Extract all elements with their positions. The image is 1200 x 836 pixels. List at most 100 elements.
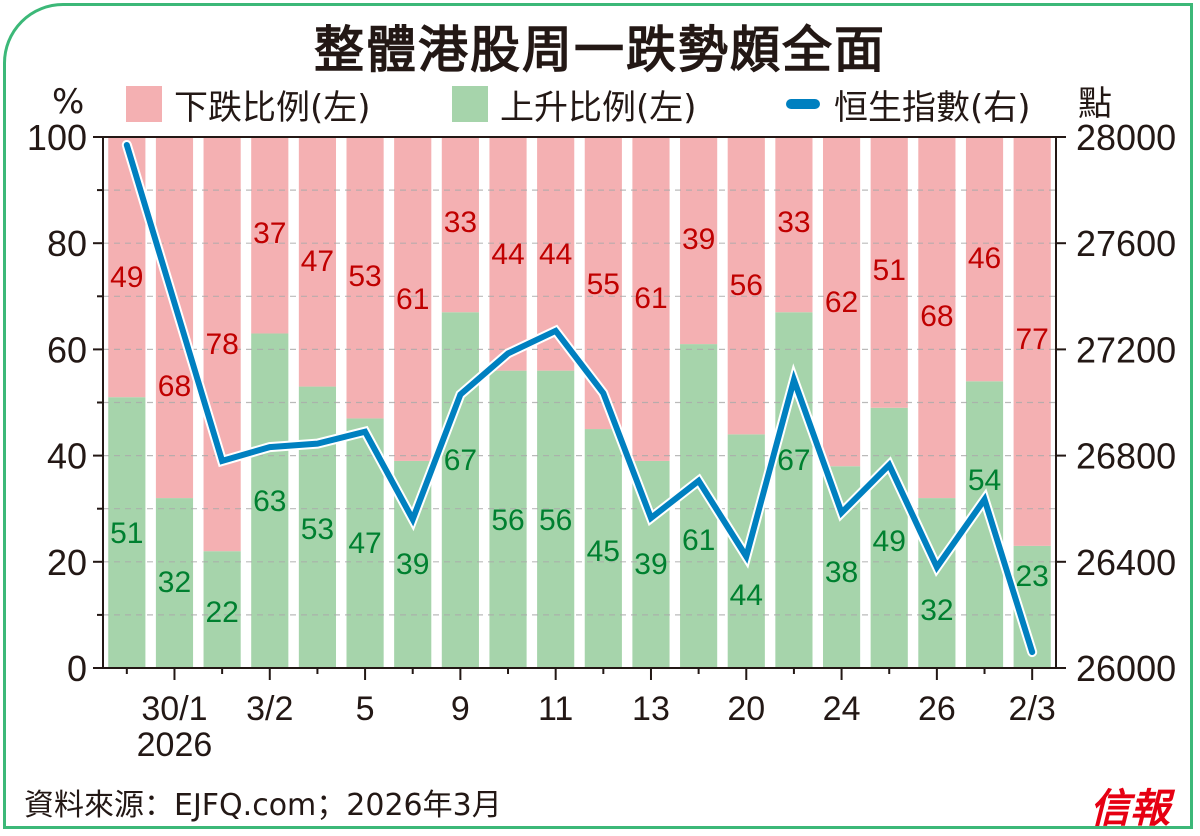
bar-rise (489, 370, 527, 668)
bar-fall (965, 137, 1004, 382)
rise-data-label: 56 (539, 504, 572, 537)
bar-rise (584, 429, 622, 668)
bar-rise (203, 551, 241, 668)
rise-data-label: 67 (777, 444, 810, 477)
bar-fall (251, 137, 289, 334)
fall-data-label: 49 (110, 261, 143, 294)
rise-data-label: 61 (682, 524, 715, 557)
rise-data-label: 32 (158, 566, 191, 599)
x-tick-label: 30/1 (141, 690, 207, 728)
bar-fall (775, 137, 813, 313)
bar-rise (251, 333, 289, 668)
left-tick-label: 100 (27, 117, 87, 158)
legend-fall-label: 下跌比例(左) (174, 87, 371, 128)
rise-data-label: 39 (396, 548, 429, 581)
x-tick-label: 3/2 (246, 690, 293, 728)
legend-rise-swatch (452, 86, 488, 122)
bar-fall (489, 137, 527, 371)
bar-fall (1013, 137, 1051, 546)
fall-data-label: 77 (1015, 323, 1048, 356)
fall-data-label: 78 (205, 328, 238, 361)
rise-data-label: 54 (968, 464, 1001, 497)
legend-fall-swatch (126, 86, 162, 122)
legend-rise-label: 上升比例(左) (500, 87, 697, 128)
rise-data-label: 39 (634, 548, 667, 581)
fall-data-label: 37 (253, 217, 286, 250)
bar-fall (346, 137, 384, 419)
bar-fall (441, 137, 479, 313)
rise-data-label: 32 (920, 594, 953, 627)
hsi-line (123, 141, 1036, 656)
right-tick-label: 26400 (1076, 542, 1176, 583)
fall-data-label: 47 (301, 245, 334, 278)
fall-data-label: 46 (968, 242, 1001, 275)
left-tick-label: 60 (47, 329, 87, 370)
right-tick-label: 26800 (1076, 436, 1176, 477)
rise-data-label: 67 (444, 444, 477, 477)
x-tick-label: 11 (538, 690, 573, 728)
bar-rise (441, 312, 479, 668)
legend-rise: 上升比例(左) (452, 82, 697, 128)
fall-data-label: 33 (444, 206, 477, 239)
left-axis-unit: % (52, 82, 85, 122)
right-tick-label: 27600 (1076, 223, 1176, 264)
x-tick-label: 26 (918, 690, 956, 728)
fall-data-label: 56 (730, 269, 763, 302)
rise-data-label: 56 (491, 504, 524, 537)
bar-rise (298, 386, 337, 668)
fall-data-label: 44 (539, 238, 572, 271)
fall-data-label: 55 (587, 268, 620, 301)
legend-hsi-label: 恒生指數(右) (834, 87, 1031, 128)
right-tick-label: 26000 (1076, 648, 1176, 689)
x-tick-label: 5 (356, 690, 375, 728)
bar-rise (108, 397, 146, 668)
rise-data-label: 63 (253, 485, 286, 518)
fall-data-label: 33 (777, 206, 810, 239)
left-tick-label: 40 (47, 436, 87, 477)
x-year-label: 2026 (137, 726, 213, 764)
bar-rise (537, 370, 575, 668)
bar-fall (822, 137, 861, 467)
bar-fall (680, 137, 718, 345)
x-tick-label: 9 (451, 690, 470, 728)
fall-data-label: 61 (396, 283, 429, 316)
fall-data-label: 61 (634, 282, 667, 315)
rise-data-label: 23 (1015, 560, 1048, 593)
chart-title: 整體港股周一跌勢頗全面 (314, 21, 886, 79)
rise-data-label: 49 (873, 525, 906, 558)
legend-fall: 下跌比例(左) (126, 82, 371, 128)
x-tick-label: 2/3 (1009, 690, 1056, 728)
x-tick-label: 24 (823, 690, 861, 728)
rise-data-label: 38 (825, 556, 858, 589)
legend-hsi: 恒生指數(右) (786, 82, 1031, 128)
bar-rise (918, 498, 956, 668)
bar-fall (870, 137, 908, 408)
rise-data-label: 47 (348, 527, 381, 560)
legend-hsi-swatch (786, 99, 820, 109)
fall-data-label: 44 (491, 238, 524, 271)
rise-data-label: 22 (205, 596, 238, 629)
publisher-logo: 信報 (1090, 785, 1170, 832)
fall-data-label: 39 (682, 223, 715, 256)
x-tick-label: 13 (632, 690, 670, 728)
source-note: 資料來源：EJFQ.com；2026年3月 (24, 788, 502, 823)
bar-fall (203, 137, 241, 552)
fall-data-label: 53 (348, 260, 381, 293)
bar-rise (155, 498, 194, 668)
fall-data-label: 62 (825, 286, 858, 319)
bar-rise (870, 407, 908, 668)
right-tick-label: 28000 (1076, 117, 1176, 158)
right-axis-unit: 點 (1078, 84, 1112, 124)
fall-data-label: 68 (158, 370, 191, 403)
bar-fall (394, 137, 432, 461)
left-tick-label: 0 (67, 648, 87, 689)
fall-data-label: 51 (873, 254, 906, 287)
fall-data-label: 68 (920, 300, 953, 333)
bar-fall (632, 137, 670, 461)
rise-data-label: 44 (730, 579, 763, 612)
bar-fall (727, 137, 765, 435)
x-tick-label: 20 (727, 690, 765, 728)
bar-fall (298, 137, 337, 387)
rise-data-label: 45 (587, 535, 620, 568)
left-tick-label: 20 (47, 542, 87, 583)
